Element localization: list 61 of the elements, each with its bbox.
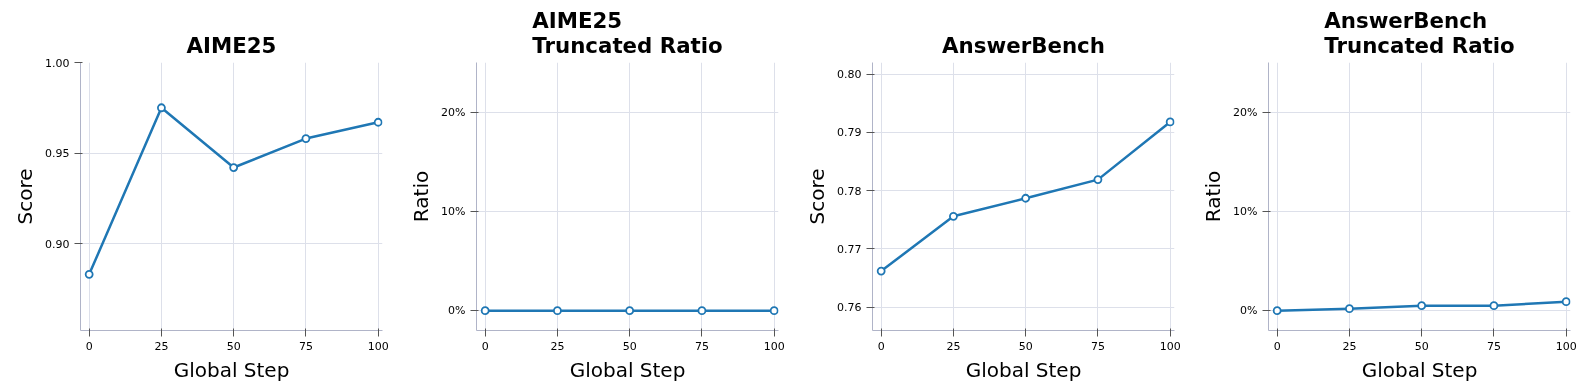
point [1489,301,1499,311]
x-tick-label: 0 [481,339,489,353]
y-tick-label: 0% [448,304,466,318]
x-tick-label: 25 [946,339,961,353]
y-tick-label: 20% [1233,105,1258,119]
y-tick-label: 0.90 [45,237,70,251]
y-tick-label: 0.80 [837,68,862,82]
point [84,269,94,279]
x-tick-label: 100 [1555,339,1577,353]
x-tick-label: 100 [763,339,785,353]
x-tick-label: 50 [226,339,241,353]
x-tick-label: 50 [622,339,637,353]
point [1417,301,1427,311]
y-tick-label: 0.77 [837,242,862,256]
x-axis-title: Global Step [173,357,290,382]
x-tick-label: 75 [1486,339,1501,353]
x-tick-label: 50 [1018,339,1033,353]
x-tick-label: 100 [367,339,389,353]
point [1272,306,1282,316]
y-axis-title: Score [805,168,830,225]
x-tick-label: 0 [877,339,885,353]
y-axis-title: Ratio [409,170,434,223]
point [876,266,886,276]
point [1561,297,1571,307]
y-tick-label: 0.79 [837,126,862,140]
point [1093,175,1103,184]
y-tick-label: 10% [1233,204,1258,218]
x-axis-title: Global Step [1361,357,1478,382]
chart-title: AIME25 Truncated Ratio [532,7,723,58]
y-tick-label: 0.78 [837,184,862,198]
chart-title: AIME25 [186,32,277,58]
chart-title: AnswerBench [942,32,1105,58]
x-tick-label: 0 [1273,339,1281,353]
point [229,163,239,172]
x-tick-label: 75 [694,339,709,353]
x-axis-title: Global Step [569,357,686,382]
y-axis-title: Ratio [1201,170,1226,223]
y-tick-label: 1.00 [45,56,70,70]
x-axis-title: Global Step [965,357,1082,382]
y-tick-label: 0% [1240,304,1258,318]
x-tick-label: 25 [154,339,169,353]
x-tick-label: 75 [298,339,313,353]
y-tick-label: 20% [441,105,466,119]
point [1345,304,1354,314]
point [157,103,166,113]
x-tick-label: 0 [85,339,93,353]
point [301,134,311,143]
y-tick-label: 0.76 [837,301,862,315]
point [1021,193,1031,203]
point [1165,117,1175,127]
chart-title: AnswerBench Truncated Ratio [1324,7,1515,58]
x-tick-label: 50 [1414,339,1429,353]
x-tick-label: 75 [1090,339,1105,353]
y-axis-title: Score [13,168,38,225]
x-tick-label: 25 [550,339,565,353]
y-tick-label: 0.95 [45,147,70,161]
y-tick-label: 10% [441,204,466,218]
point [949,211,958,221]
x-tick-label: 100 [1159,339,1181,353]
x-tick-label: 25 [1342,339,1357,353]
point [373,117,383,127]
